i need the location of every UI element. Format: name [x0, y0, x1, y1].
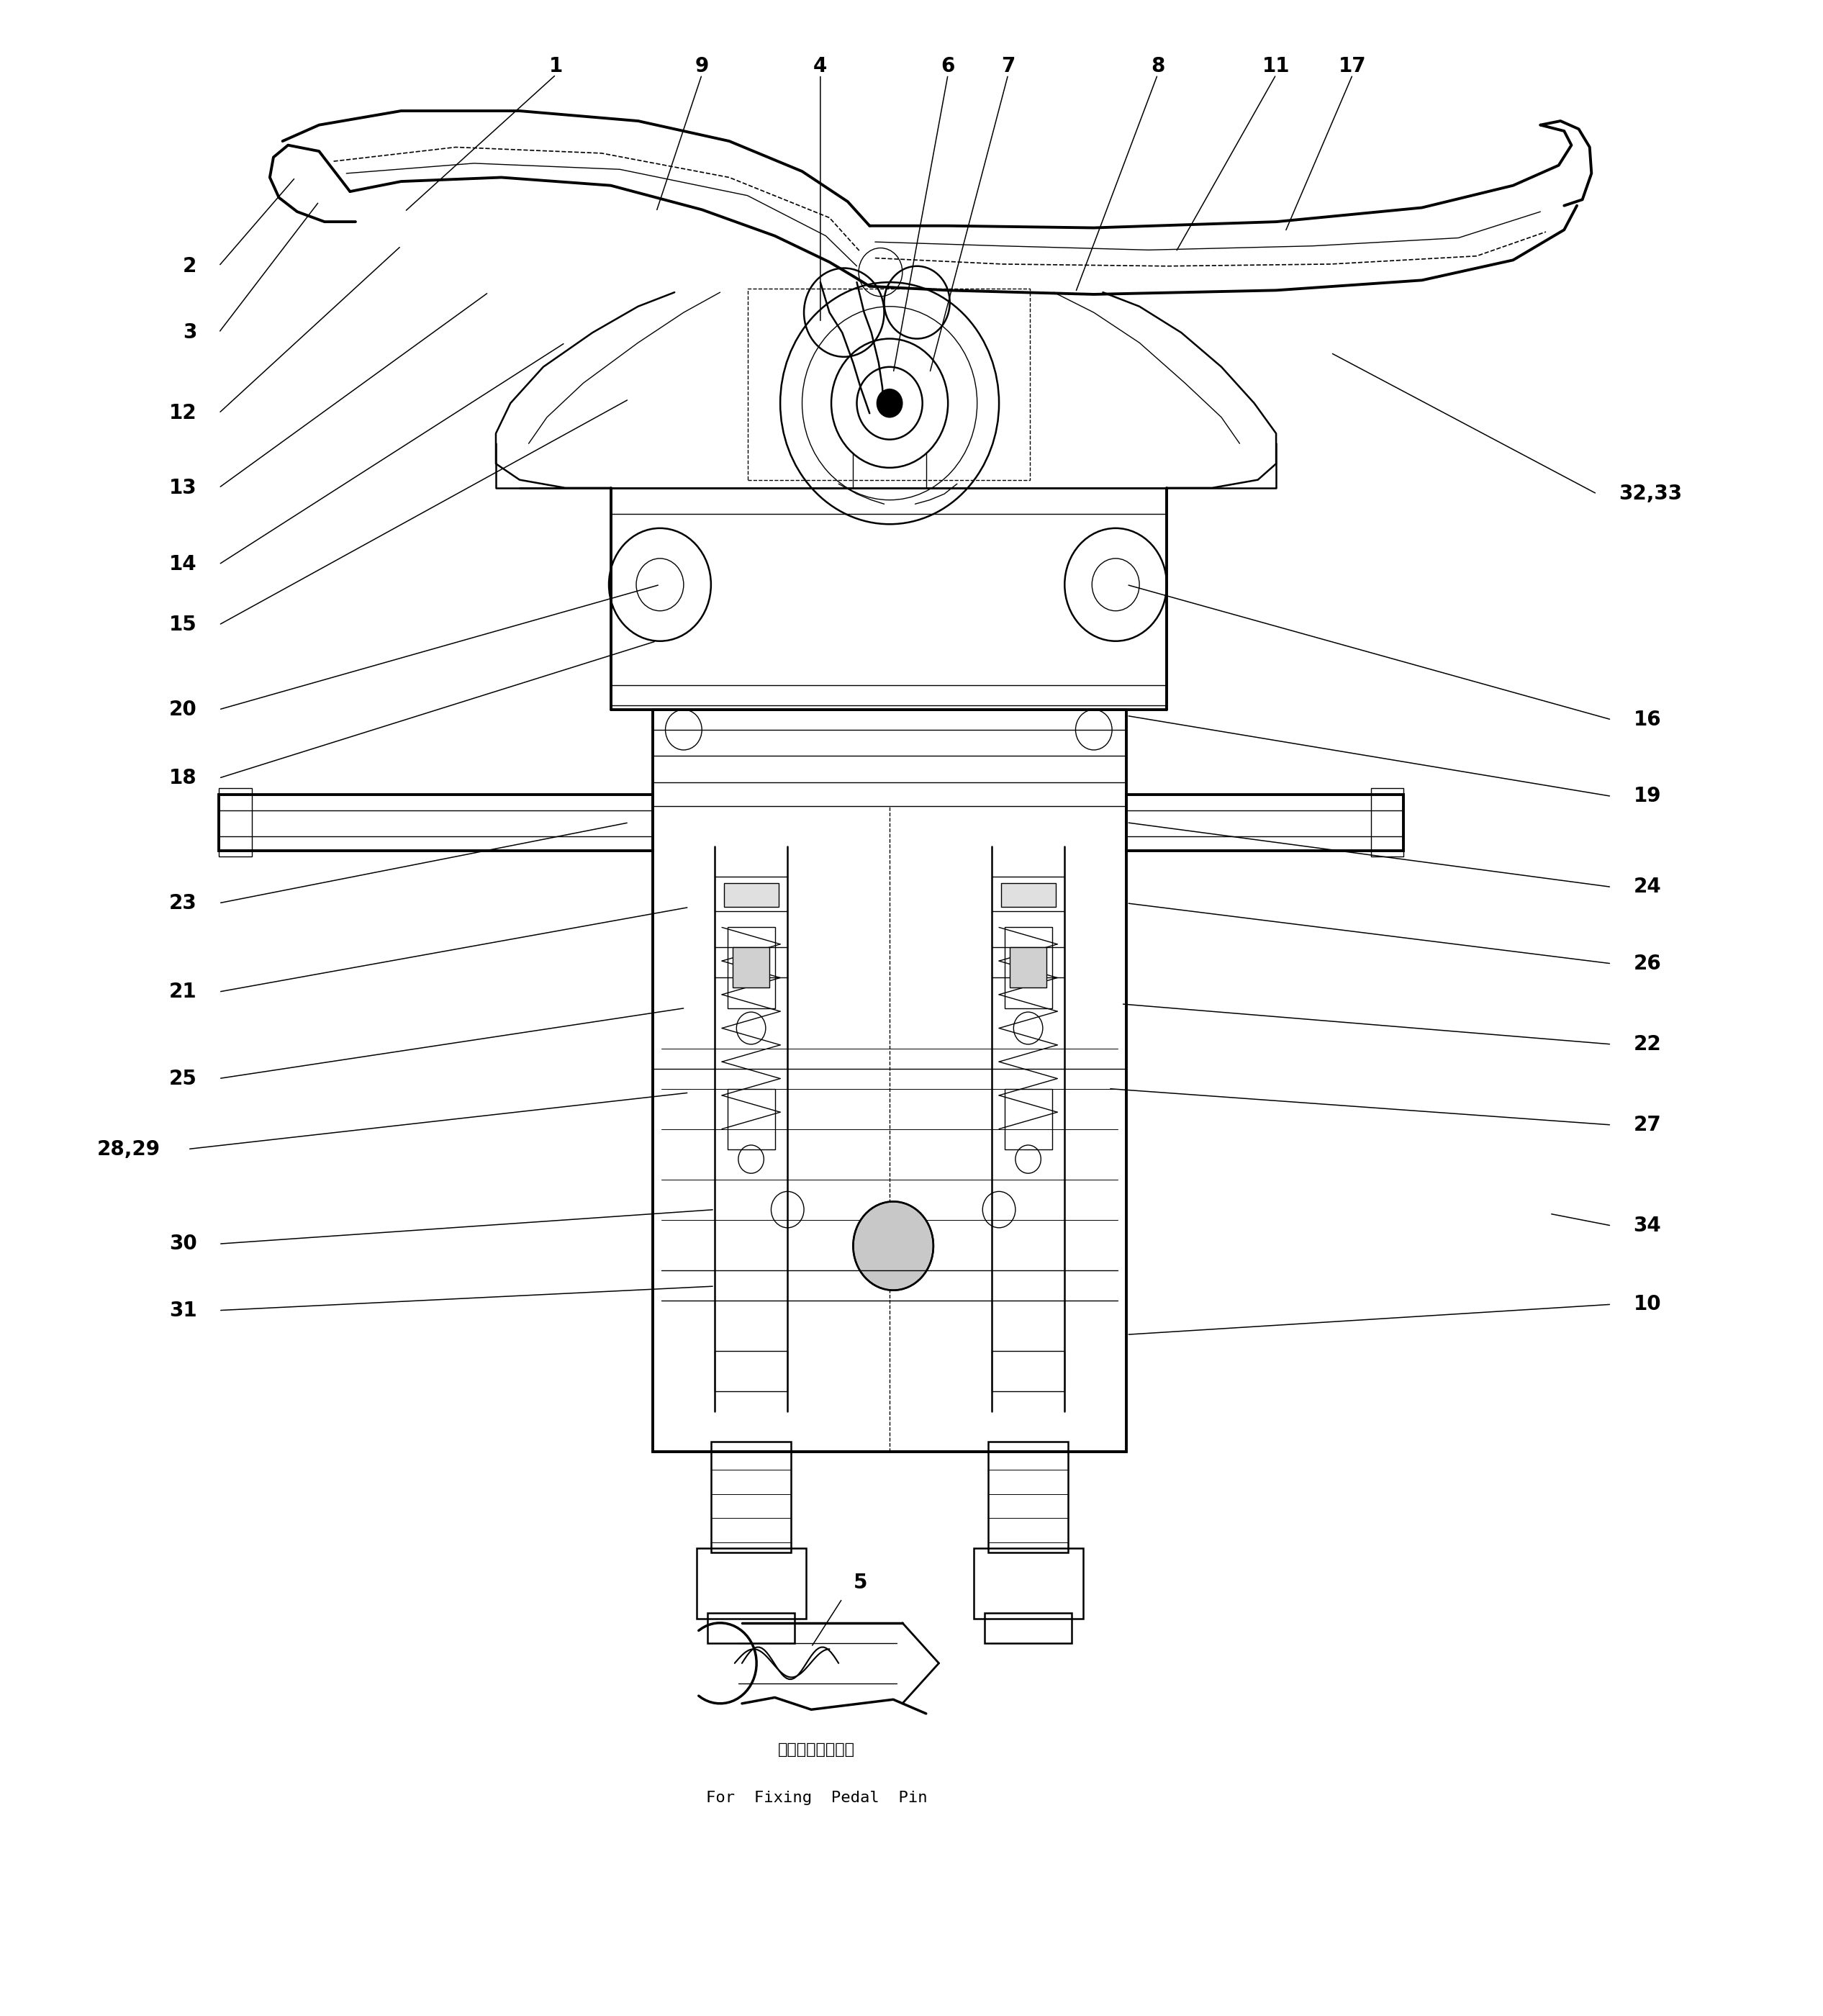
Text: 17: 17 — [1338, 56, 1367, 77]
Bar — [988, 1441, 1068, 1552]
Text: 19: 19 — [1633, 786, 1661, 806]
Text: 11: 11 — [1262, 56, 1291, 77]
Text: 14: 14 — [170, 554, 197, 575]
Bar — [724, 883, 778, 907]
Text: 21: 21 — [170, 982, 197, 1002]
Text: 9: 9 — [695, 56, 709, 77]
Bar — [747, 288, 1030, 480]
Bar — [1004, 927, 1052, 1008]
Text: 23: 23 — [170, 893, 197, 913]
Text: 22: 22 — [1633, 1034, 1661, 1054]
Text: 12: 12 — [170, 403, 197, 423]
Bar — [696, 1548, 806, 1619]
Text: 24: 24 — [1633, 877, 1661, 897]
Text: 25: 25 — [170, 1068, 197, 1089]
Bar — [1127, 794, 1404, 851]
Bar — [992, 1351, 1065, 1391]
Text: 3: 3 — [182, 323, 197, 343]
Text: 20: 20 — [170, 700, 197, 720]
Text: 1: 1 — [549, 56, 563, 77]
Text: 31: 31 — [170, 1300, 197, 1320]
Text: 5: 5 — [853, 1572, 868, 1593]
Text: 7: 7 — [1001, 56, 1015, 77]
Text: 34: 34 — [1633, 1216, 1661, 1236]
Bar — [653, 710, 1127, 1452]
Text: 13: 13 — [170, 478, 197, 498]
Bar — [1010, 948, 1046, 988]
Bar — [733, 948, 769, 988]
Bar — [1001, 883, 1056, 907]
Text: 28,29: 28,29 — [97, 1139, 160, 1159]
Text: 8: 8 — [1150, 56, 1165, 77]
Bar — [727, 927, 775, 1008]
Text: 30: 30 — [170, 1234, 197, 1254]
Text: For  Fixing  Pedal  Pin: For Fixing Pedal Pin — [706, 1790, 928, 1806]
Text: 2: 2 — [182, 256, 197, 276]
Bar — [727, 1089, 775, 1149]
Text: 27: 27 — [1633, 1115, 1661, 1135]
Bar — [653, 710, 1127, 806]
Text: 32,33: 32,33 — [1619, 484, 1683, 504]
Text: 15: 15 — [170, 615, 197, 635]
Bar — [219, 788, 252, 857]
Bar — [984, 1613, 1072, 1643]
Bar — [707, 1613, 795, 1643]
Bar — [219, 794, 653, 851]
Text: 16: 16 — [1633, 710, 1661, 730]
Circle shape — [877, 389, 902, 417]
Text: 10: 10 — [1633, 1294, 1661, 1314]
Text: 6: 6 — [941, 56, 955, 77]
Bar — [1371, 788, 1404, 857]
Text: 4: 4 — [813, 56, 828, 77]
Bar — [715, 1351, 788, 1391]
Text: 18: 18 — [170, 768, 197, 788]
Bar — [1004, 1089, 1052, 1149]
Circle shape — [853, 1202, 933, 1290]
Bar — [711, 1441, 791, 1552]
Text: 26: 26 — [1633, 954, 1661, 974]
Text: ペダルピン固定用: ペダルピン固定用 — [778, 1742, 855, 1758]
Bar — [973, 1548, 1083, 1619]
